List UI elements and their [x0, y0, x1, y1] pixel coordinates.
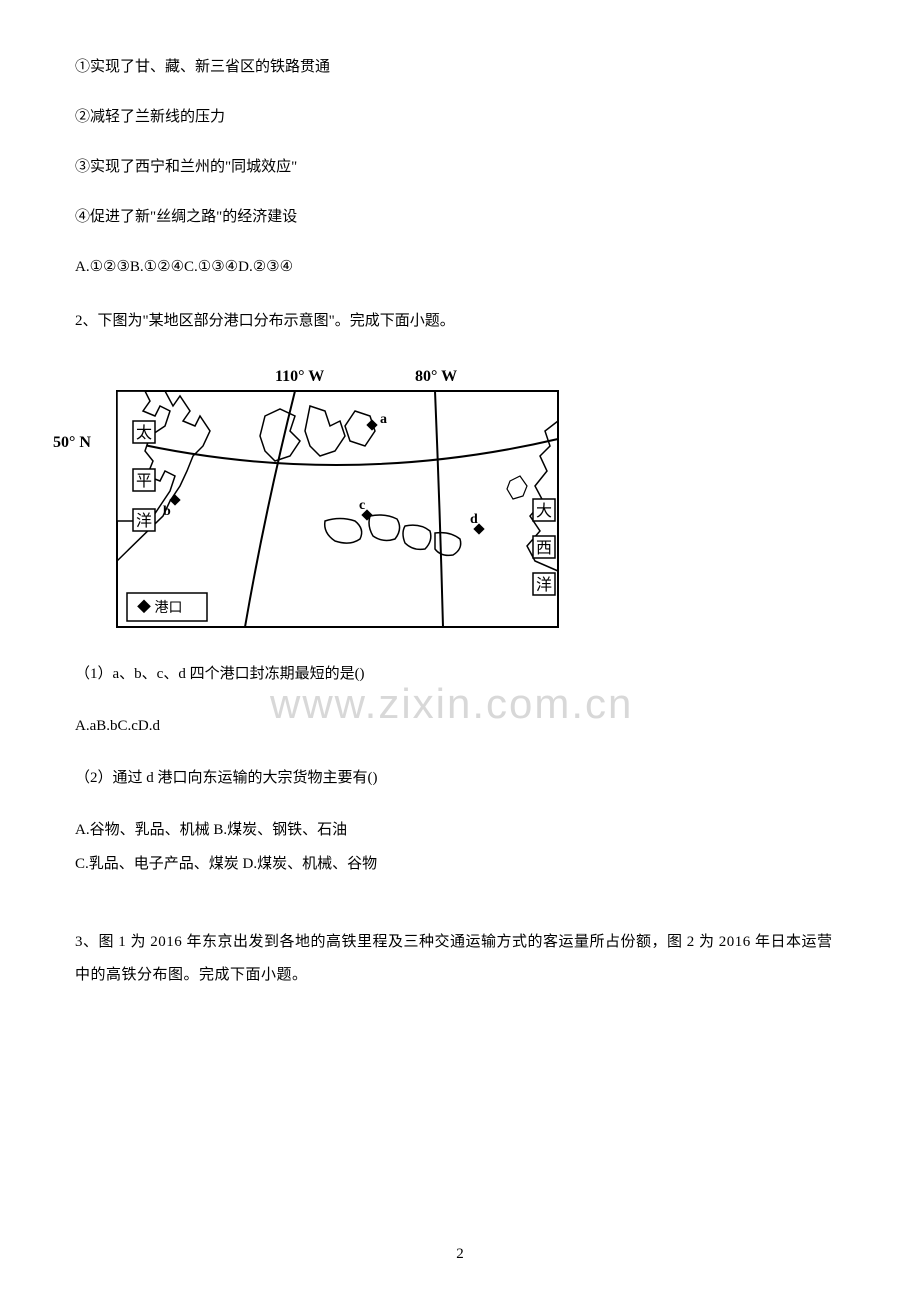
pacific-char-1: 太 [136, 424, 152, 442]
statement-1: ①实现了甘、藏、新三省区的铁路贯通 [75, 55, 845, 79]
svg-text:a: a [380, 412, 387, 427]
lon-80: 80° W [415, 368, 457, 385]
lat-50-label: 50° N [53, 434, 91, 452]
svg-text:c: c [359, 498, 365, 513]
map-figure: 110° W 80° W 50° N [115, 361, 845, 634]
page-number: 2 [456, 1246, 464, 1263]
legend-text: ◆ 港口 [137, 600, 183, 616]
lon-110: 110° W [275, 368, 324, 385]
atlantic-char-1: 大 [536, 502, 552, 520]
q2-intro: 2、下图为"某地区部分港口分布示意图"。完成下面小题。 [75, 309, 845, 333]
q2-sub2-options-ab: A.谷物、乳品、机械 B.煤炭、钢铁、石油 [75, 818, 845, 842]
q3-intro: 3、图 1 为 2016 年东京出发到各地的高铁里程及三种交通运输方式的客运量所… [75, 926, 845, 992]
q1-options: A.①②③B.①②④C.①③④D.②③④ [75, 255, 845, 279]
q2-sub1-options: A.aB.bC.cD.d [75, 714, 845, 738]
statement-4: ④促进了新"丝绸之路"的经济建设 [75, 205, 845, 229]
atlantic-char-2: 西 [536, 540, 552, 557]
pacific-char-3: 洋 [136, 512, 152, 530]
statement-2: ②减轻了兰新线的压力 [75, 105, 845, 129]
atlantic-char-3: 洋 [536, 576, 552, 594]
statement-3: ③实现了西宁和兰州的"同城效应" [75, 155, 845, 179]
svg-text:b: b [163, 504, 171, 519]
pacific-char-2: 平 [136, 473, 152, 490]
q2-sub2-options-cd: C.乳品、电子产品、煤炭 D.煤炭、机械、谷物 [75, 852, 845, 876]
svg-text:d: d [470, 512, 478, 527]
q2-sub2: （2）通过 d 港口向东运输的大宗货物主要有() [75, 766, 845, 790]
q2-sub1: （1）a、b、c、d 四个港口封冻期最短的是() [75, 662, 845, 686]
